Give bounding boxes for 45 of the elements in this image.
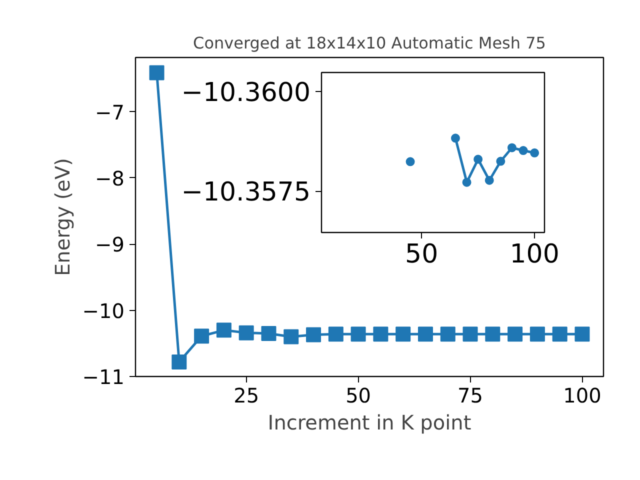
point <box>530 148 540 158</box>
y-axis-title: Energy (eV) <box>50 158 74 276</box>
point <box>406 157 415 166</box>
point <box>194 328 210 344</box>
y-tick-label: −8 <box>95 166 124 190</box>
point <box>508 326 523 342</box>
point <box>373 326 388 342</box>
point <box>518 146 528 155</box>
x-tick-label: 75 <box>458 384 483 408</box>
point <box>484 176 494 185</box>
point <box>507 143 516 152</box>
chart-title: Converged at 18x14x10 Automatic Mesh 75 <box>193 34 546 52</box>
point <box>462 326 478 342</box>
x-tick-label: 25 <box>234 384 260 408</box>
y-tick-label: −7 <box>95 100 124 124</box>
point <box>328 326 344 342</box>
point <box>261 326 276 341</box>
point <box>450 134 460 143</box>
point <box>306 327 322 342</box>
point <box>216 322 232 338</box>
point <box>172 354 187 370</box>
x-tick-label: 50 <box>346 384 372 408</box>
point <box>552 326 568 342</box>
point <box>238 325 254 340</box>
point <box>530 326 545 342</box>
point <box>462 178 472 187</box>
point <box>496 156 506 166</box>
y-tick-label: −10.3600 <box>181 78 311 108</box>
y-tick-label: −10 <box>82 298 125 323</box>
y-tick-label: −9 <box>95 232 124 257</box>
point <box>474 154 483 164</box>
point <box>485 326 500 342</box>
point <box>396 326 411 342</box>
point <box>284 329 299 344</box>
point <box>350 326 366 342</box>
point <box>149 65 164 80</box>
x-axis-title: Increment in K point <box>268 410 472 434</box>
point <box>418 326 433 342</box>
y-tick-label: −11 <box>82 365 125 389</box>
y-tick-label: −10.3575 <box>181 178 311 208</box>
point <box>440 326 456 342</box>
x-tick-label: 50 <box>405 240 438 270</box>
x-tick-label: 100 <box>563 384 602 408</box>
x-tick-label: 100 <box>510 240 560 270</box>
point <box>574 326 590 342</box>
